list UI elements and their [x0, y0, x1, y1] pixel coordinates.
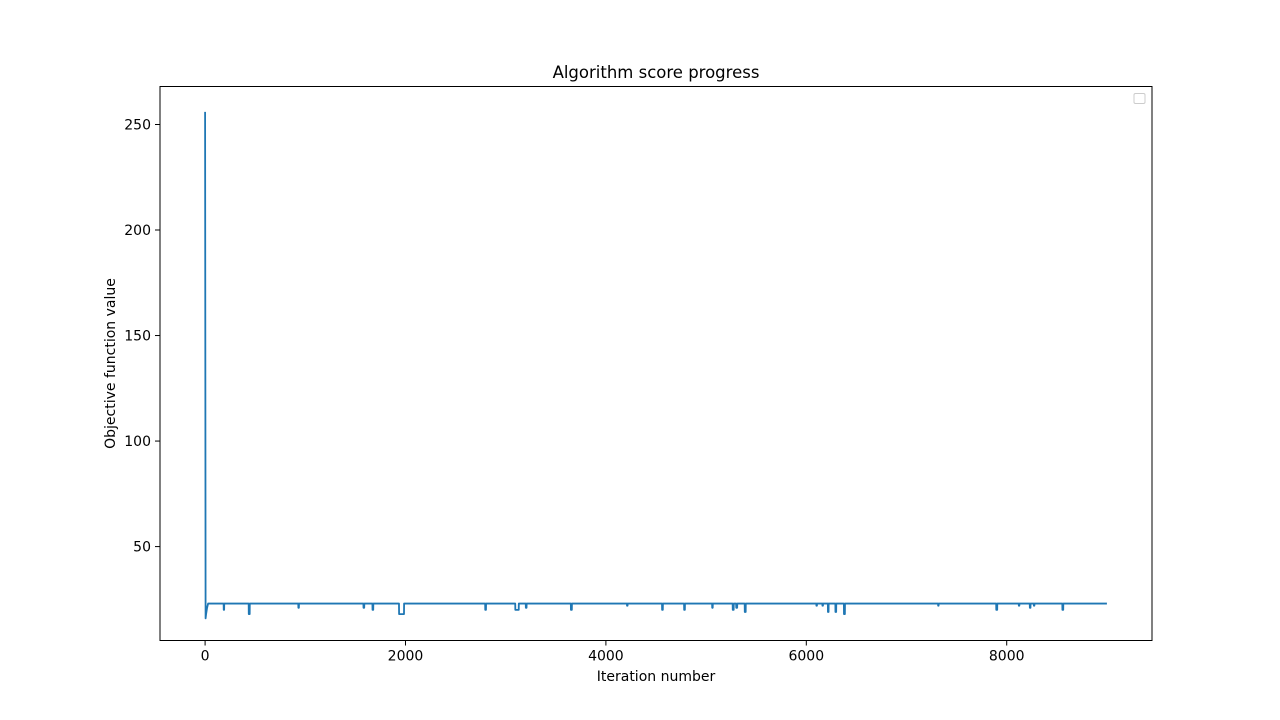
- plot-frame: [159, 86, 1153, 641]
- series-line-1: [204, 111, 1107, 620]
- y-tick-label: 250: [124, 117, 151, 133]
- y-tick-label: 150: [124, 329, 151, 345]
- x-tick-label: 2000: [388, 649, 424, 665]
- chart-title: Algorithm score progress: [553, 63, 760, 82]
- x-axis: 0 2000 4000 6000 8000: [201, 640, 1025, 665]
- y-axis-label: Objective function value: [103, 278, 119, 449]
- x-tick-label: 0: [201, 649, 210, 665]
- plot-area: [204, 111, 1107, 620]
- legend-box: [1133, 93, 1146, 104]
- x-tick-label: 8000: [989, 649, 1025, 665]
- y-tick-label: 50: [133, 540, 151, 556]
- x-axis-label: Iteration number: [597, 669, 716, 685]
- y-tick-label: 100: [124, 434, 151, 450]
- x-tick-label: 4000: [588, 649, 624, 665]
- y-tick-label: 200: [124, 223, 151, 239]
- y-axis: 50 100 150 200 250: [124, 117, 160, 556]
- x-tick-label: 6000: [788, 649, 824, 665]
